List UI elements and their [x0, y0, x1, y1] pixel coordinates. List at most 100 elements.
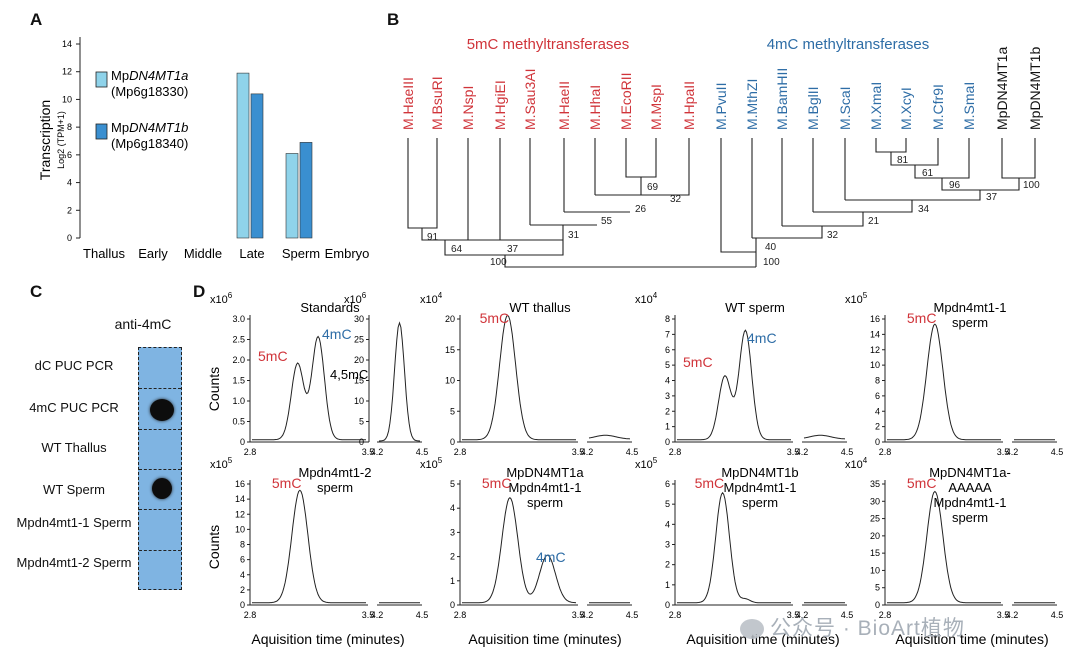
tree-leaf-label: M.HaeIII [400, 77, 416, 130]
y-tick-label: 4 [875, 406, 880, 416]
bootstrap: 37 [986, 192, 998, 203]
y-tick-label: 12 [235, 509, 245, 519]
bootstrap: 64 [451, 244, 463, 255]
tree-leaf-label: M.PvuII [713, 83, 729, 130]
panel-a-bar-chart: 0 2 4 6 8 10 12 14 Transcription Log2 (TPM+1) M… [37, 37, 370, 261]
blot-row-label: WT Thallus [41, 440, 107, 455]
tree-leaf-label: M.SmaI [961, 82, 977, 130]
y-tick-label: 12 [870, 345, 880, 355]
bootstrap: 32 [670, 194, 682, 205]
peak-label-5mc: 5mC [695, 475, 725, 491]
y-tick-label: 2 [665, 406, 670, 416]
legend-swatch-a [95, 71, 108, 88]
y-tick-label: 4 [67, 178, 72, 188]
tree-leaf-label: M.MthZI [744, 79, 760, 130]
x-tick-label: 4.2 [581, 447, 594, 457]
y-tick-label: 2.0 [232, 355, 245, 365]
y-tick-label: 3 [450, 527, 455, 537]
x-tick-label: 4.5 [416, 447, 429, 457]
x-tick-label: Late [239, 246, 264, 261]
legend-id-b: (Mp6g18340) [111, 136, 188, 151]
x-tick-label: 2.8 [454, 610, 467, 620]
bootstrap: 100 [490, 257, 507, 268]
y-tick-label: 5 [359, 417, 364, 427]
bootstrap: 100 [1023, 180, 1040, 191]
bootstrap: 96 [949, 180, 961, 191]
peak-label-5mc: 5mC [272, 475, 302, 491]
plot-title: WT sperm [725, 300, 785, 315]
x-tick-label: 4.2 [1006, 447, 1019, 457]
x-tick-label: 3.5 [997, 610, 1010, 620]
chromatogram-plot: x105 0 1 2 3 4 5 2.8 3.54.2 4.5 5mC 4mC MpDN4MT1a Mpd… [420, 456, 638, 620]
y-tick-label: 10 [354, 396, 364, 406]
x-tick-label: 4.5 [626, 447, 639, 457]
y-tick-label: 2 [450, 552, 455, 562]
y-tick-label: 5 [450, 406, 455, 416]
peak-label-5mc: 5mC [258, 348, 288, 364]
bar [285, 153, 299, 239]
x-axis-title: Aquisition time (minutes) [686, 631, 839, 647]
y-multiplier: x104 [420, 291, 443, 306]
panel-label-c: C [30, 282, 43, 301]
bootstrap-values: 91 64 37 31 55 26 69 32 100 40 32 21 34 … [427, 155, 1040, 268]
y-tick-label: 0 [875, 600, 880, 610]
y-multiplier: x105 [210, 456, 233, 471]
y-tick-label: 5 [875, 583, 880, 593]
peak-label-5mc: 5mC [480, 310, 510, 326]
x-tick-label: 4.2 [581, 610, 594, 620]
chromatogram-plot: x104 0 1 2 3 4 5 6 7 8 2.8 3.54.2 4.5 5mC 4mC WT sperm [635, 291, 853, 457]
bootstrap: 40 [765, 242, 777, 253]
x-tick-label: 2.8 [669, 447, 682, 457]
y-tick-label: 2 [67, 205, 72, 215]
bootstrap: 69 [647, 182, 659, 193]
x-tick-label: 2.8 [244, 610, 257, 620]
y-tick-label: 6 [875, 391, 880, 401]
group-4mc-title: 4mC methyltransferases [767, 36, 930, 53]
dot-blot-membrane [138, 347, 182, 590]
y-tick-label: 16 [870, 314, 880, 324]
blot-row-label: Mpdn4mt1-1 Sperm [16, 515, 132, 530]
y-tick-label: 14 [62, 39, 72, 49]
chromatogram-plot: x106 0 0.5 1.0 1.5 2.0 2.5 3.0 2.8 3.54.2 4.5 x106 0… [210, 291, 428, 457]
x-tick-label: 2.8 [879, 610, 892, 620]
y-tick-label: 12 [62, 67, 72, 77]
chromatogram-trace-2 [803, 434, 846, 440]
x-tick-label: Embryo [325, 246, 370, 261]
chromatogram-plot: x104 0 5 10 15 20 25 30 35 2.8 3.54.2 4.5 5mCMpDN4MT… [845, 456, 1063, 620]
x-tick-label: 4.2 [1006, 610, 1019, 620]
y-tick-label: 4 [450, 503, 455, 513]
bootstrap: 31 [568, 230, 580, 241]
y-tick-label: 3.0 [232, 314, 245, 324]
tree-leaf-label: M.EcoRII [618, 72, 634, 130]
peak-label-45mc: 4,5mC [330, 367, 368, 382]
y-tick-label: 2.5 [232, 335, 245, 345]
tree-leaf-label: M.BsuRI [429, 76, 445, 130]
y-tick-label: 5 [665, 499, 670, 509]
x-tick-label: 4.5 [626, 610, 639, 620]
y-tick-label: 16 [235, 479, 245, 489]
chromatogram-trace [252, 335, 366, 441]
x-tick-label: 4.5 [1051, 447, 1064, 457]
plot-title: Standards [300, 300, 360, 315]
panel-b-phylogenetic-tree: 5mC methyltransferases 4mC methyltransfe… [400, 36, 1043, 268]
chromatogram-trace [462, 497, 577, 604]
legend-label-a: MpDN4MT1a [111, 68, 188, 83]
y-tick-label: 0 [450, 600, 455, 610]
x-tick-label: 4.2 [371, 447, 384, 457]
y-tick-label: 7 [665, 329, 670, 339]
blot-row-label: WT Sperm [43, 482, 105, 497]
tree-leaf-label: M.XmaI [868, 82, 884, 130]
y-tick-label: 25 [354, 335, 364, 345]
y-tick-label: 0 [240, 437, 245, 447]
bootstrap: 21 [868, 216, 880, 227]
tree-leaf-label: M.BglII [805, 86, 821, 130]
y-multiplier: x104 [635, 291, 658, 306]
tree-leaf-label: M.ScaI [837, 86, 853, 130]
x-tick-label: 3.5 [787, 447, 800, 457]
x-tick-label: 2.8 [879, 447, 892, 457]
y-multiplier: x105 [635, 456, 658, 471]
bootstrap: 37 [507, 244, 519, 255]
y-tick-label: 6 [67, 150, 72, 160]
bar [236, 72, 250, 239]
